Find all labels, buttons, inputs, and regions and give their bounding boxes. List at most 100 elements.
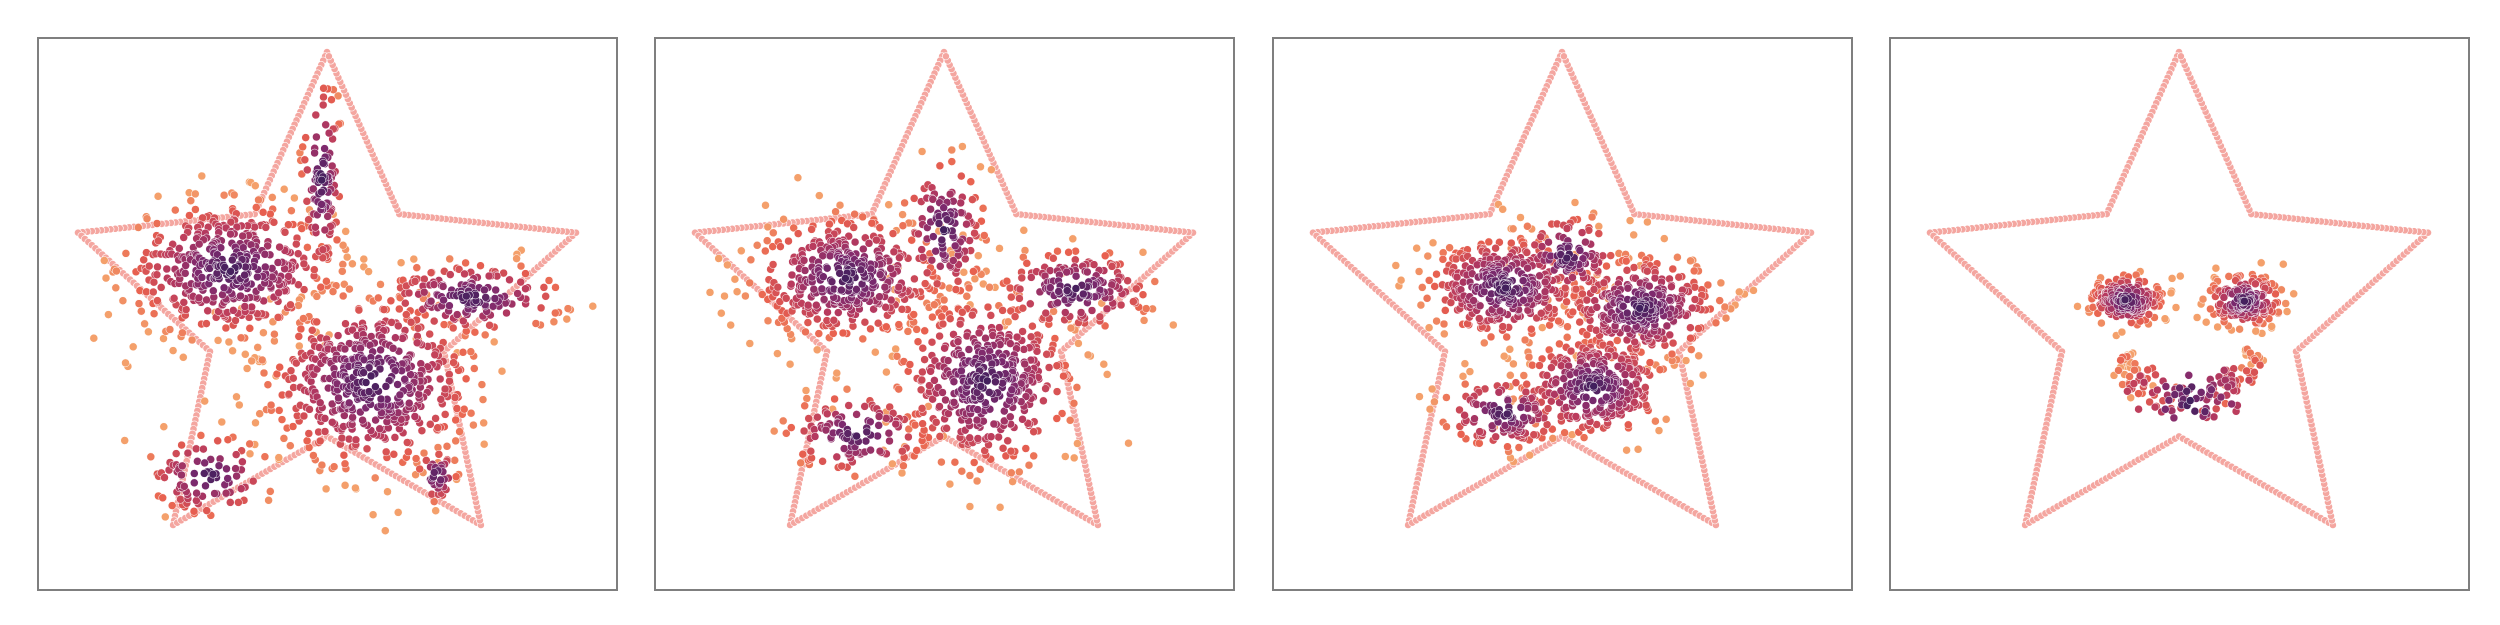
scatter-point — [430, 350, 440, 360]
scatter-point — [393, 380, 402, 389]
scatter-point — [320, 414, 330, 423]
scatter-point — [959, 268, 969, 277]
scatter-point — [197, 273, 207, 282]
scatter-point — [364, 267, 373, 276]
scatter-point — [1498, 205, 1507, 214]
scatter-point — [200, 469, 209, 478]
scatter-point — [236, 291, 245, 301]
scatter-point — [1559, 374, 1568, 383]
scatter-point — [1432, 269, 1441, 279]
scatter-point — [995, 323, 1004, 332]
scatter-point — [918, 253, 928, 262]
scatter-point — [1046, 283, 1055, 292]
scatter-point — [167, 501, 177, 510]
scatter-point — [925, 381, 934, 390]
scatter-point — [1123, 276, 1132, 285]
scatter-point — [825, 219, 834, 229]
scatter-point — [1571, 412, 1581, 421]
scatter-point — [1519, 371, 1529, 380]
scatter-point — [223, 435, 233, 444]
scatter-point — [1020, 359, 1029, 369]
scatter-point — [917, 147, 927, 156]
scatter-point — [874, 412, 884, 421]
scatter-point — [1076, 308, 1086, 317]
scatter-point — [898, 446, 907, 456]
scatter-point — [431, 414, 440, 423]
scatter-point — [1518, 276, 1528, 285]
scatter-point — [448, 323, 458, 333]
scatter-point — [1027, 273, 1036, 282]
scatter-point — [299, 259, 309, 269]
scatter-point — [1544, 237, 1553, 247]
scatter-point — [292, 358, 301, 368]
scatter-point — [884, 428, 894, 438]
scatter-point — [1059, 371, 1068, 381]
scatter-point — [1071, 271, 1081, 281]
scatter-point — [1661, 415, 1671, 424]
scatter-point — [799, 256, 809, 265]
scatter-point — [856, 265, 866, 275]
scatter-point — [787, 423, 796, 432]
scatter-point — [888, 459, 897, 469]
scatter-point — [140, 319, 149, 329]
scatter-point — [1505, 345, 1515, 354]
scatter-point — [1445, 243, 1454, 252]
scatter-point — [480, 330, 490, 340]
scatter-point — [1715, 296, 1724, 305]
scatter-point — [394, 321, 403, 331]
scatter-point — [1441, 306, 1450, 315]
scatter-point — [1623, 283, 1633, 293]
scatter-point — [299, 314, 308, 323]
scatter-point — [995, 244, 1004, 253]
scatter-point — [269, 218, 279, 227]
scatter-point — [910, 274, 919, 284]
scatter-point — [831, 207, 840, 216]
scatter-point — [1581, 237, 1590, 247]
scatter-point — [1008, 477, 1017, 486]
scatter-point — [763, 222, 773, 232]
scatter-point — [327, 95, 336, 104]
scatter-point — [286, 300, 295, 310]
scatter-point — [261, 223, 271, 232]
scatter-point — [435, 374, 445, 384]
scatter-point — [827, 277, 837, 286]
scatter-point — [886, 295, 896, 305]
scatter-point — [1073, 439, 1082, 448]
scatter-point — [969, 458, 979, 467]
scatter-point — [972, 476, 982, 486]
scatter-point — [1015, 284, 1025, 294]
scatter-point — [1041, 308, 1051, 318]
scatter-point — [351, 483, 360, 493]
scatter-point — [966, 177, 976, 186]
scatter-point — [219, 190, 229, 200]
scatter-point — [1066, 323, 1076, 333]
scatter-point — [247, 356, 256, 366]
star-outline-point — [324, 52, 333, 61]
scatter-point — [1026, 332, 1036, 342]
scatter-point — [903, 327, 913, 336]
scatter-point — [139, 255, 148, 265]
scatter-point — [214, 461, 224, 470]
scatter-point — [371, 415, 380, 425]
scatter-point — [1562, 297, 1571, 307]
scatter-point — [1005, 283, 1015, 293]
scatter-point — [429, 280, 439, 289]
scatter-point — [1141, 304, 1151, 313]
scatter-point — [201, 481, 210, 491]
scatter-point — [450, 393, 460, 402]
scatter-point — [928, 312, 937, 322]
scatter-point — [769, 426, 779, 436]
scatter-point — [930, 376, 939, 385]
scatter-point — [799, 426, 809, 436]
scatter-point — [849, 223, 858, 232]
scatter-point — [1519, 296, 1528, 305]
scatter-point — [843, 219, 852, 229]
scatter-point — [860, 317, 870, 327]
scatter-point — [221, 488, 231, 498]
scatter-point — [927, 337, 937, 347]
scatter-point — [745, 278, 754, 288]
scatter-point — [436, 395, 446, 404]
scatter-point — [942, 215, 952, 224]
scatter-point — [562, 314, 572, 324]
scatter-point — [342, 252, 352, 262]
